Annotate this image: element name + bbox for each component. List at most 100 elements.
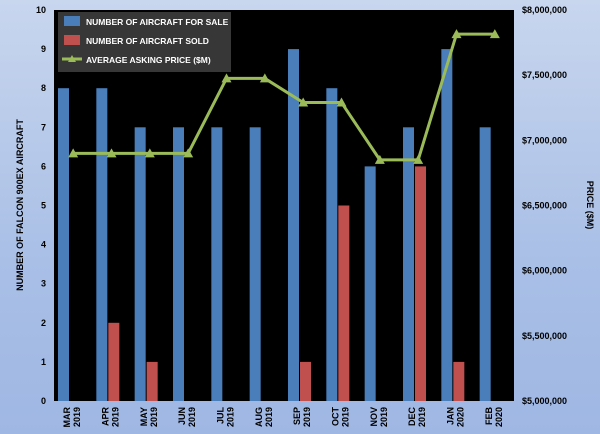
y-tick-label: 2 — [41, 318, 46, 328]
bar-for-sale — [479, 127, 491, 402]
price-marker — [298, 97, 309, 107]
y2-tick-label: $6,500,000 — [522, 201, 567, 211]
x-tick-month: FEB — [484, 406, 494, 425]
y-tick-label: 6 — [41, 161, 46, 171]
x-tick-month: NOV — [369, 407, 379, 427]
x-tick-label: APR2019 — [101, 407, 121, 428]
right-axis-title: PRICE ($M) — [585, 181, 595, 230]
price-marker — [221, 73, 232, 83]
y-tick-label: 5 — [41, 201, 46, 211]
x-tick-month: APR — [101, 407, 111, 427]
x-tick-year: 2020 — [494, 407, 504, 427]
bar-for-sale — [134, 127, 146, 402]
bar-sold — [108, 322, 120, 401]
y2-tick-label: $8,000,000 — [522, 5, 567, 15]
x-tick-month: JUL — [216, 407, 226, 425]
x-tick-label: MAR2019 — [62, 407, 82, 428]
x-tick-year: 2019 — [72, 407, 82, 427]
bars — [58, 49, 491, 402]
x-tick-month: JUN — [177, 407, 187, 425]
y-tick-label: 10 — [36, 5, 46, 15]
plot-area — [54, 10, 514, 401]
y-tick-label: 1 — [41, 357, 46, 367]
y2-tick-label: $5,000,000 — [522, 396, 567, 406]
x-tick-label: SEP2019 — [292, 407, 312, 427]
bar-for-sale — [326, 88, 338, 401]
bar-for-sale — [173, 127, 184, 402]
x-tick-label: AUG2019 — [254, 407, 274, 427]
x-tick-year: 2019 — [187, 407, 197, 427]
right-axis-ticks: $5,000,000 $5,500,000 $6,000,000 $6,500,000… — [522, 5, 567, 406]
price-marker — [336, 97, 347, 107]
y-tick-label: 3 — [41, 279, 46, 289]
bar-for-sale — [364, 166, 376, 401]
x-tick-year: 2019 — [264, 407, 274, 427]
x-tick-month: OCT — [331, 407, 341, 427]
price-marker — [413, 154, 424, 164]
x-tick-month: JAN — [446, 407, 456, 425]
price-line — [68, 29, 500, 164]
x-tick-year: 2020 — [456, 407, 466, 427]
y-tick-label: 7 — [41, 122, 46, 132]
legend-label-sold: NUMBER OF AIRCRAFT SOLD — [86, 36, 209, 46]
x-tick-label: NOV2019 — [369, 407, 389, 427]
bar-for-sale — [249, 127, 261, 402]
price-marker — [489, 29, 500, 39]
x-tick-month: MAY — [139, 407, 149, 426]
x-tick-year: 2019 — [379, 407, 389, 427]
x-tick-month: SEP — [292, 407, 302, 425]
bar-for-sale — [96, 88, 108, 401]
x-tick-label: MAY2019 — [139, 407, 159, 427]
x-tick-year: 2019 — [341, 407, 351, 427]
bar-for-sale — [403, 127, 414, 402]
price-marker — [183, 148, 194, 158]
price-marker — [374, 154, 385, 164]
y-tick-label: 9 — [41, 44, 46, 54]
bar-for-sale — [441, 49, 453, 401]
left-axis-title: NUMBER OF FALCON 900EX AIRCRAFT — [15, 119, 25, 291]
legend-label-for-sale: NUMBER OF AIRCRAFT FOR SALE — [86, 17, 229, 27]
price-marker — [144, 148, 155, 158]
x-tick-year: 2019 — [149, 407, 159, 427]
x-tick-month: AUG — [254, 407, 264, 427]
x-tick-label: FEB2020 — [484, 406, 504, 427]
y2-tick-label: $7,000,000 — [522, 135, 567, 145]
price-line-path — [73, 32, 495, 162]
legend-swatch-price-marker — [68, 55, 76, 62]
x-tick-year: 2019 — [111, 407, 121, 427]
x-tick-label: JUL2019 — [216, 407, 236, 428]
legend-box — [58, 12, 231, 72]
bar-sold — [338, 205, 350, 401]
price-marker — [68, 148, 79, 158]
x-tick-year: 2019 — [226, 407, 236, 427]
bar-sold — [146, 361, 158, 401]
bar-sold — [415, 166, 426, 401]
legend-swatch-for-sale — [64, 16, 80, 26]
y2-tick-label: $7,500,000 — [522, 70, 567, 80]
x-tick-label: JAN2020 — [446, 407, 466, 427]
price-marker — [106, 148, 117, 158]
bar-sold — [300, 361, 311, 401]
x-tick-year: 2019 — [417, 407, 427, 427]
x-tick-month: MAR — [62, 407, 72, 428]
x-tick-label: DEC2019 — [407, 407, 427, 428]
left-axis-ticks: 0 1 2 3 4 5 6 7 8 9 10 — [36, 5, 46, 406]
bar-for-sale — [58, 88, 69, 401]
x-axis-ticks: MAR2019 APR2019 MAY2019 JUN2019 JUL2019 AUG20… — [62, 406, 504, 427]
x-tick-label: JUN2019 — [177, 407, 197, 427]
bar-for-sale — [288, 49, 299, 401]
legend-swatch-sold — [64, 35, 80, 45]
y2-tick-label: $6,000,000 — [522, 266, 567, 276]
x-tick-month: DEC — [407, 407, 417, 427]
y-tick-label: 0 — [41, 396, 46, 406]
x-tick-label: OCT2019 — [331, 407, 351, 428]
bar-for-sale — [211, 127, 223, 402]
y-tick-label: 4 — [41, 240, 46, 250]
x-tick-year: 2019 — [302, 407, 312, 427]
legend: NUMBER OF AIRCRAFT FOR SALE NUMBER OF AI… — [58, 12, 231, 72]
bar-sold — [453, 361, 465, 401]
y-tick-label: 8 — [41, 83, 46, 93]
price-marker — [259, 73, 270, 83]
legend-label-price: AVERAGE ASKING PRICE ($M) — [86, 55, 211, 65]
